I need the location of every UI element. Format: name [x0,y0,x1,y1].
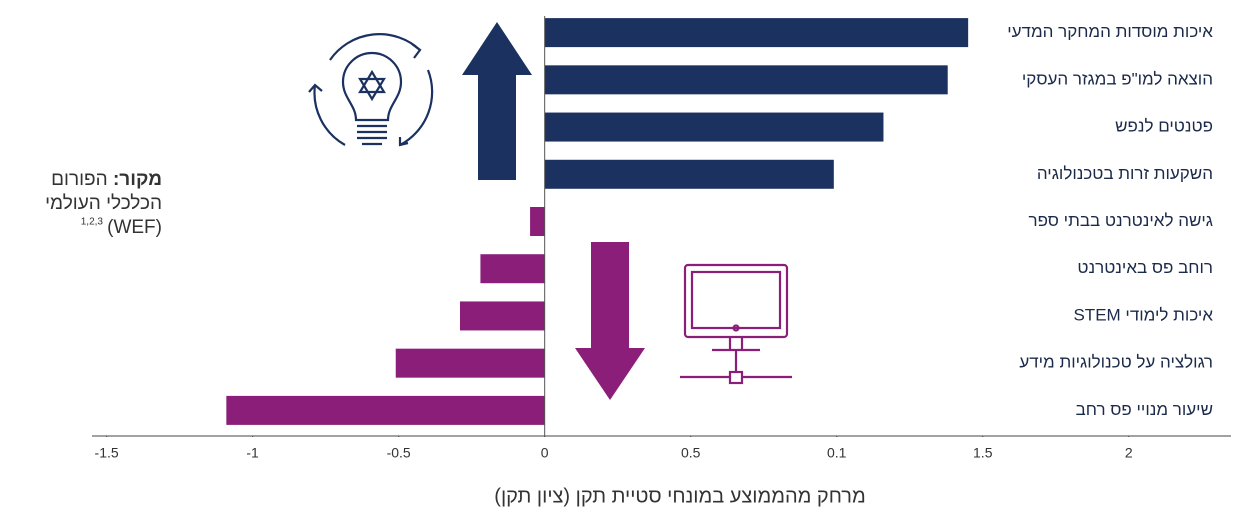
x-tick-label: -1.5 [95,445,119,461]
y-tick-label: רוחב פס באינטרנט [1077,258,1213,277]
x-tick-label: 2 [1125,445,1133,461]
x-tick-label: 0.1 [827,445,847,461]
x-tick-label: 0 [541,445,549,461]
computer-icon [680,263,792,385]
down-arrow [575,242,645,400]
y-tick-label: שיעור מנויי פס רחב [1076,400,1213,419]
bar [544,18,969,48]
source: מקור: הפורום [51,169,162,190]
bar [459,301,545,331]
x-tick-label: 0.5 [681,445,701,461]
lightbulb-icon [308,33,434,147]
y-tick-label: רגולציה על טכנולוגיות מידע [1019,353,1213,372]
x-axis-title: מרחק מהממוצע במונחי סטיית תקן (ציון תקן) [494,485,865,507]
bar [226,395,545,425]
x-tick-label: -0.5 [387,445,411,461]
up-arrow [462,22,532,180]
y-tick-label: גישה לאינטרנט בבתי ספר [1029,211,1214,230]
bar [395,348,545,378]
source-refs: 1,2,3 [81,217,104,228]
bar [544,159,834,189]
y-tick-label: פטנטים לנפש [1115,117,1213,136]
bar [544,112,884,142]
bar [544,65,948,95]
source-line: הפורום [51,169,108,190]
y-tick-label: השקעות זרות בטכנולוגיה [1037,164,1213,183]
source-label: מקור: [113,169,162,190]
source-line: הכלכלי העולמי [45,193,162,214]
x-tick-label: 1.5 [973,445,993,461]
x-tick-label: -1 [246,445,259,461]
y-tick-label: איכות לימודי STEM [1073,305,1213,324]
bar [480,254,545,284]
source-line: (WEF) [107,217,162,238]
y-tick-label: איכות מוסדות המחקר המדעי [1007,22,1213,41]
y-tick-label: הוצאה למו"פ במגזר העסקי [1022,69,1213,88]
bar [530,207,545,236]
